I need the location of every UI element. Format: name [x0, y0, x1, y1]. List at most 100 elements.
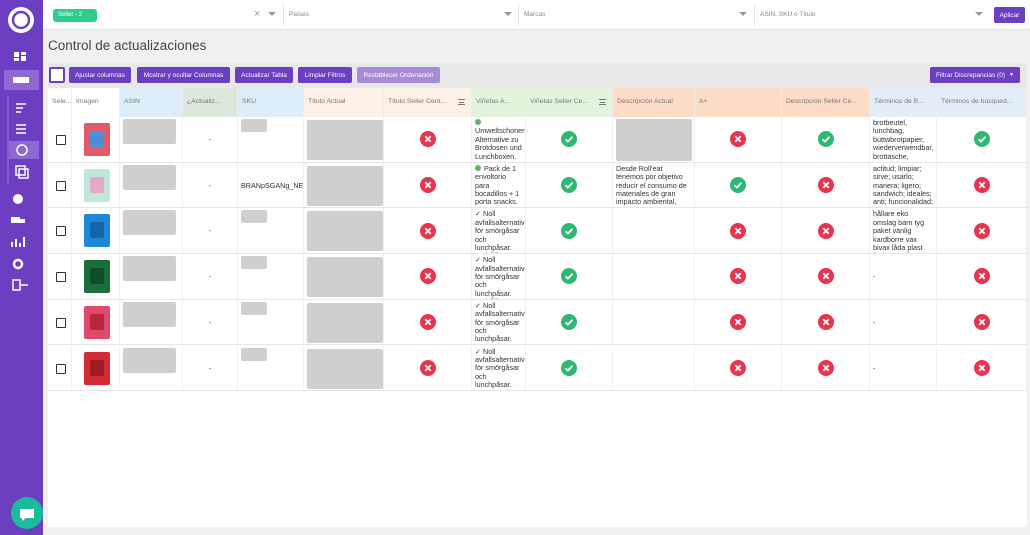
toolbar-button[interactable]: Mostrar y ocultar Columnas [137, 67, 230, 83]
chat-bubble[interactable] [10, 496, 44, 530]
check-icon [561, 131, 577, 148]
table-cell [937, 117, 1027, 163]
column-header[interactable]: Términos de B... [870, 88, 937, 117]
table-cell [120, 117, 183, 163]
column-header[interactable]: Viñetas Seller Ce... [526, 88, 613, 117]
filter-icon[interactable] [599, 99, 606, 105]
column-header[interactable]: SKU [238, 88, 304, 117]
separator [754, 4, 755, 26]
clear-icon[interactable]: × [254, 8, 261, 20]
table-cell [613, 254, 695, 300]
row-checkbox[interactable] [56, 363, 66, 374]
error-icon [973, 359, 990, 376]
sidebar-icons [4, 7, 39, 291]
updated-value: - [208, 317, 212, 327]
column-header[interactable]: Términos de búsqued... [937, 88, 1027, 117]
column-header[interactable]: Título Actual [304, 88, 384, 117]
search-terms-value: brotbeutel, lunchbag, buttwbrotpapier, w… [873, 118, 934, 161]
bullets-value: ✓ Noll avfallsalternativ för smörgåsar o… [475, 346, 525, 390]
apply-button[interactable]: Aplicar [994, 7, 1025, 23]
column-header[interactable]: Descripción Seller Ce... [782, 88, 870, 117]
table-cell [384, 117, 472, 163]
table-cell [613, 117, 695, 163]
row-checkbox[interactable] [56, 226, 66, 237]
table-cell [48, 117, 72, 163]
search-select[interactable]: ASIN, SKU o Título [760, 11, 816, 18]
filter-icon[interactable] [458, 99, 465, 105]
table-cell: - [870, 254, 937, 300]
toolbar-button[interactable]: Limpiar Filtros [298, 67, 352, 83]
bullets-cell: ✓ Noll avfallsalternativ för smörgåsar o… [472, 254, 525, 298]
table-cell [613, 299, 695, 346]
dropdown-arrow[interactable] [739, 11, 747, 17]
error-icon [730, 314, 746, 331]
table-cell [72, 162, 120, 209]
product-image-detail [90, 359, 104, 376]
bullet-icon [475, 119, 481, 125]
brands-select[interactable]: Marcas [524, 11, 546, 18]
table-cell [695, 208, 782, 255]
dropdown-arrow[interactable] [504, 11, 512, 17]
toolbar-button[interactable]: Restablecer Ordenación [357, 67, 440, 83]
error-icon [419, 268, 436, 285]
table-cell [695, 345, 782, 392]
dropdown-arrow[interactable] [975, 11, 983, 17]
table-cell [72, 345, 120, 392]
bullets-value: Umweltschonende Alternative zu Brotdosen… [475, 126, 525, 161]
table-cell [304, 345, 384, 392]
table-cell [304, 162, 384, 209]
column-header[interactable]: A+ [695, 88, 782, 117]
table-cell: - [870, 299, 937, 346]
countries-select[interactable]: Países [289, 11, 309, 18]
error-icon [817, 314, 834, 331]
column-header[interactable]: Sele... [48, 88, 72, 117]
redacted-placeholder [123, 164, 176, 190]
redacted-placeholder [241, 301, 267, 315]
table-cell [48, 254, 72, 300]
product-image-detail [90, 222, 104, 239]
bullets-cell: Pack de 1 envoltorio para bocadillos + 1… [472, 163, 525, 207]
column-header[interactable]: ¿Actualiz... [183, 88, 238, 117]
redacted-placeholder [241, 256, 267, 270]
row-checkbox[interactable] [56, 272, 66, 283]
product-image [84, 168, 110, 202]
table-cell [526, 162, 613, 209]
error-icon [730, 222, 746, 239]
row-checkbox[interactable] [56, 135, 66, 145]
table-cell [238, 117, 304, 163]
product-image [84, 305, 110, 339]
dropdown-arrow[interactable] [268, 11, 276, 17]
table-cell: actitud; limpiar; sirve; usarlo; manera;… [870, 162, 937, 209]
table-cell: ✓ Noll avfallsalternativ för smörgåsar o… [472, 299, 526, 346]
table-cell [695, 254, 782, 300]
table-cell [72, 254, 120, 300]
table-cell: - [183, 162, 238, 209]
toolbar-button[interactable]: Ajustar columnas [69, 67, 131, 83]
row-checkbox[interactable] [56, 180, 66, 191]
column-header[interactable]: Título Seller Cent... [384, 88, 472, 117]
error-icon [730, 268, 746, 285]
column-header[interactable]: Descripción Actual [613, 88, 695, 117]
table-cell: - [183, 345, 238, 392]
sidebar [0, 0, 43, 535]
row-checkbox[interactable] [56, 317, 66, 328]
toolbar-button[interactable]: Actualizar Tabla [235, 67, 293, 83]
table-cell: BRANpSGANg_NEW [238, 162, 304, 209]
column-header[interactable]: ASIN [120, 88, 183, 117]
error-icon [730, 131, 746, 148]
table-cell: ✓ Noll avfallsalternativ för smörgåsar o… [472, 254, 526, 300]
check-icon [561, 222, 577, 239]
select-all-checkbox[interactable] [49, 67, 65, 83]
header-label: Términos de B... [874, 98, 924, 105]
seller-chip[interactable]: Seller - 2 [53, 9, 97, 22]
error-icon [730, 359, 746, 376]
table-cell [384, 345, 472, 392]
table-cell [937, 299, 1027, 346]
table-cell [937, 162, 1027, 209]
column-header[interactable]: Viñetas A... [472, 88, 526, 117]
updated-value: - [208, 226, 212, 236]
table-cell [120, 345, 183, 392]
column-header[interactable]: Imagen [72, 88, 120, 117]
filter-discrepancies-button[interactable]: Filtrar Discrepancias (0) ▼ [930, 67, 1020, 83]
error-icon [973, 222, 990, 239]
